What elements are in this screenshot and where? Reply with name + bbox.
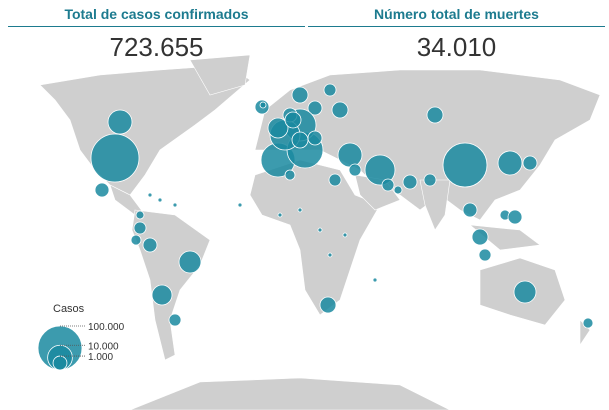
bubbles: [90, 83, 594, 329]
legend-label: 10.000: [88, 341, 119, 352]
deaths-title: Número total de muertes: [308, 6, 605, 27]
legend-title: Casos: [53, 303, 85, 315]
legend-label: 100.000: [88, 322, 125, 333]
cases-title: Total de casos confirmados: [8, 6, 305, 27]
deaths-total: 34.010: [416, 32, 497, 62]
legend-circle: [52, 355, 68, 371]
legend-label: 1.000: [88, 352, 113, 363]
cases-total: 723.655: [109, 32, 204, 62]
